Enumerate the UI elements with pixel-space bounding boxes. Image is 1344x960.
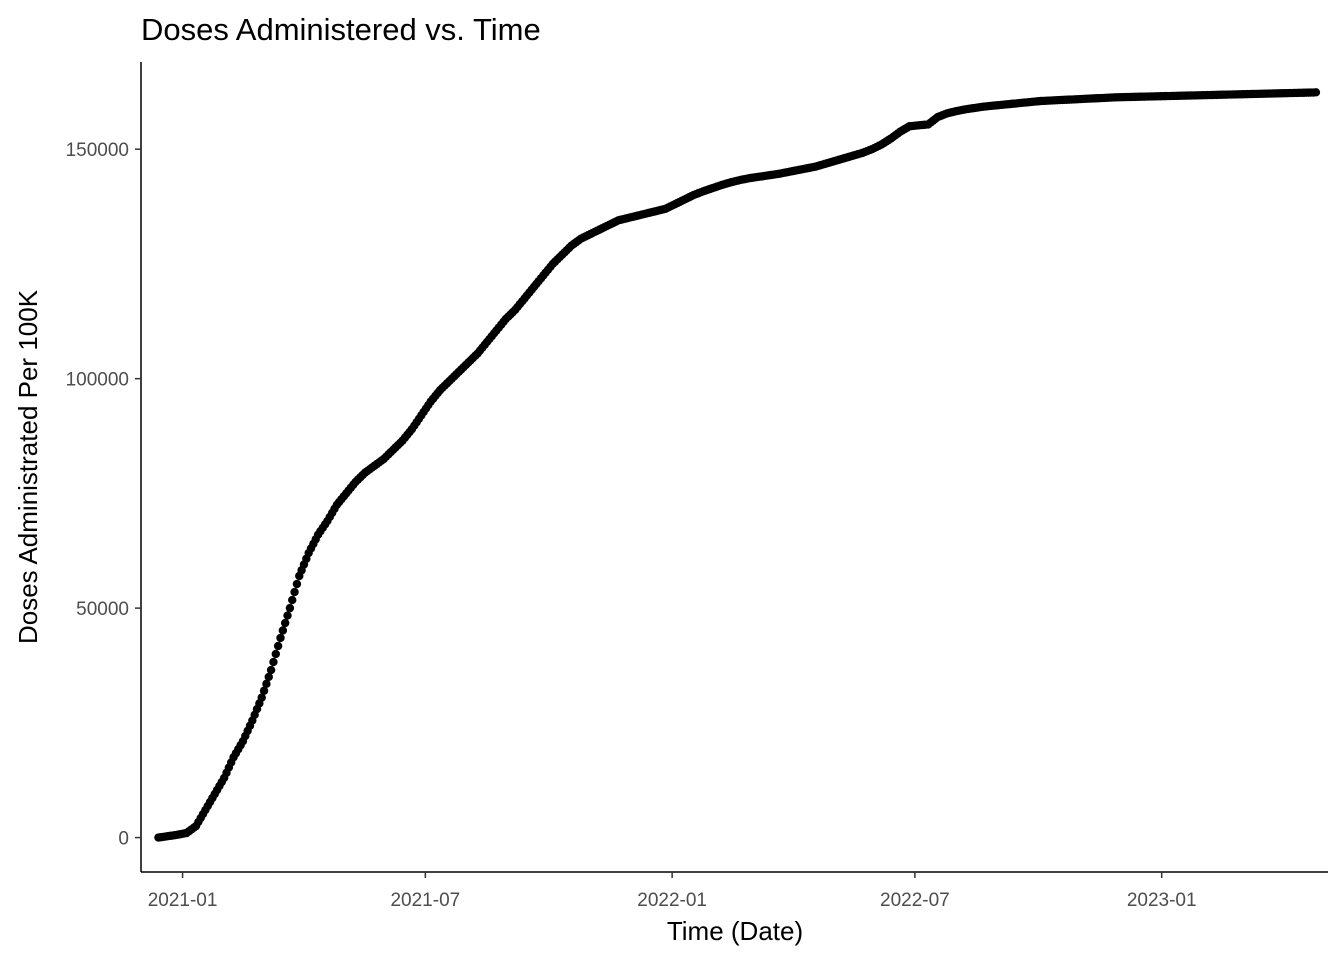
data-point-interp	[262, 679, 271, 689]
y-tick-label: 100000	[66, 370, 129, 391]
data-point	[1311, 88, 1321, 97]
data-point	[257, 693, 266, 702]
data-points	[154, 88, 1321, 842]
data-point-interp	[292, 579, 302, 589]
y-tick-label: 50000	[76, 599, 129, 620]
data-point-interp	[278, 626, 288, 635]
y-axis-title: Doses Administrated Per 100K	[13, 289, 43, 644]
data-point-interp	[264, 672, 273, 682]
y-axis-ticks: 0 50000 100000 150000	[66, 140, 141, 850]
y-tick-label: 150000	[66, 140, 129, 161]
data-point-interp	[269, 657, 278, 667]
data-point-interp	[271, 649, 280, 659]
data-point-interp	[273, 641, 283, 651]
x-axis-title: Time (Date)	[667, 916, 803, 946]
data-point-interp	[283, 611, 292, 620]
data-point	[266, 665, 276, 675]
x-tick-label: 2021-01	[148, 890, 218, 911]
x-tick-label: 2022-01	[637, 890, 707, 911]
y-tick-label: 0	[118, 829, 129, 850]
data-point	[276, 633, 285, 643]
chart-title: Doses Administered vs. Time	[141, 12, 541, 47]
data-point-interp	[259, 686, 269, 695]
data-point-interp	[280, 618, 290, 628]
x-tick-label: 2023-01	[1127, 890, 1197, 911]
data-point-interp	[288, 595, 297, 605]
data-point-interp	[290, 587, 299, 597]
data-point	[285, 603, 295, 613]
x-axis-ticks: 2021-01 2021-07 2022-01 2022-07 2023-01	[148, 872, 1197, 911]
x-tick-label: 2021-07	[390, 890, 460, 911]
x-tick-label: 2022-07	[880, 890, 950, 911]
